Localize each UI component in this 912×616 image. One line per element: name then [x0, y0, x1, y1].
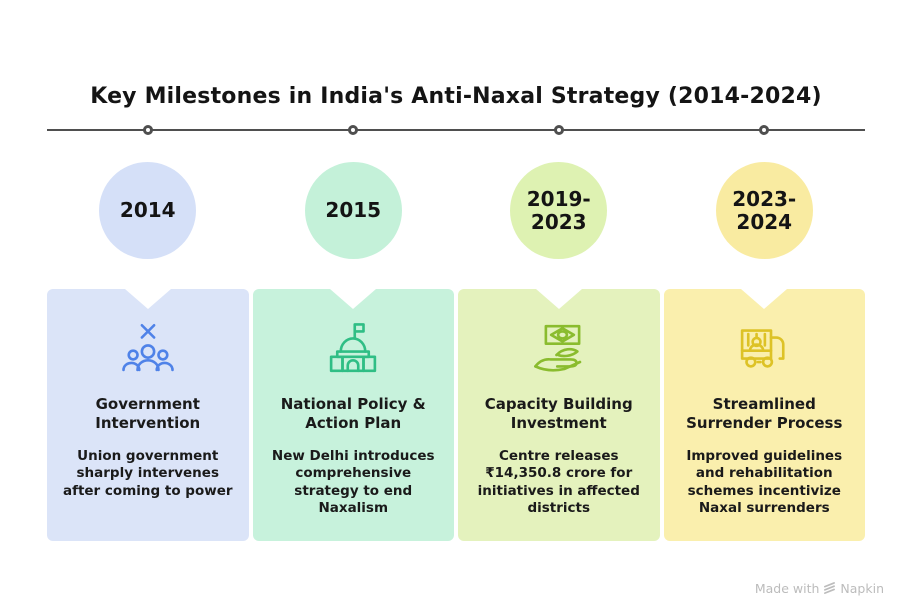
milestone-card-surrender-process: Streamlined Surrender Process Improved g… — [663, 289, 865, 541]
milestone-card-capacity-investment: Capacity Building Investment Centre rele… — [458, 289, 660, 541]
timeline-node-icon — [553, 125, 564, 135]
government-building-icon — [263, 319, 445, 377]
card-heading: Capacity Building Investment — [484, 395, 633, 432]
year-label: 2023-2024 — [732, 186, 797, 234]
year-circle-2014: 2014 — [99, 162, 197, 259]
timeline-nodes — [47, 122, 865, 138]
people-x-icon — [57, 319, 239, 377]
timeline-line — [47, 129, 865, 131]
napkin-logo-icon — [823, 582, 836, 595]
year-circles-row: 2014 2015 2019-2023 2023-2024 — [47, 162, 865, 259]
card-heading: National Policy & Action Plan — [280, 395, 426, 432]
card-body: Centre releases ₹14,350.8 crore for init… — [477, 447, 640, 517]
year-circle-2023-2024: 2023-2024 — [715, 162, 813, 259]
card-top-notch — [741, 289, 788, 309]
year-label: 2019-2023 — [526, 186, 591, 234]
card-top-notch — [535, 289, 582, 309]
timeline-node-icon — [348, 125, 359, 135]
timeline-node-icon — [759, 125, 770, 135]
year-circle-2015: 2015 — [304, 162, 402, 259]
watermark-prefix: Made with — [754, 581, 820, 596]
milestone-card-government-intervention: Government Intervention Union government… — [47, 289, 249, 541]
year-circle-2019-2023: 2019-2023 — [510, 162, 608, 259]
card-body: New Delhi introduces comprehensive strat… — [271, 447, 435, 517]
card-body: Improved guidelines and rehabilitation s… — [686, 447, 843, 517]
page-title: Key Milestones in India's Anti-Naxal Str… — [90, 84, 822, 109]
year-label: 2015 — [325, 198, 382, 222]
card-heading: Streamlined Surrender Process — [686, 395, 843, 432]
card-heading: Government Intervention — [95, 395, 201, 432]
money-hand-icon — [468, 319, 650, 377]
watermark-brand: Napkin — [840, 581, 884, 596]
timeline — [47, 122, 865, 138]
prisoner-truck-icon — [674, 319, 856, 377]
timeline-node-icon — [142, 125, 153, 135]
milestone-card-national-policy: National Policy & Action Plan New Delhi … — [252, 289, 454, 541]
year-label: 2014 — [119, 198, 176, 222]
card-top-notch — [124, 289, 171, 309]
card-body: Union government sharply intervenes afte… — [62, 447, 233, 499]
milestone-cards-row: Government Intervention Union government… — [47, 289, 865, 541]
card-top-notch — [330, 289, 377, 309]
watermark: Made with Napkin — [755, 581, 884, 596]
